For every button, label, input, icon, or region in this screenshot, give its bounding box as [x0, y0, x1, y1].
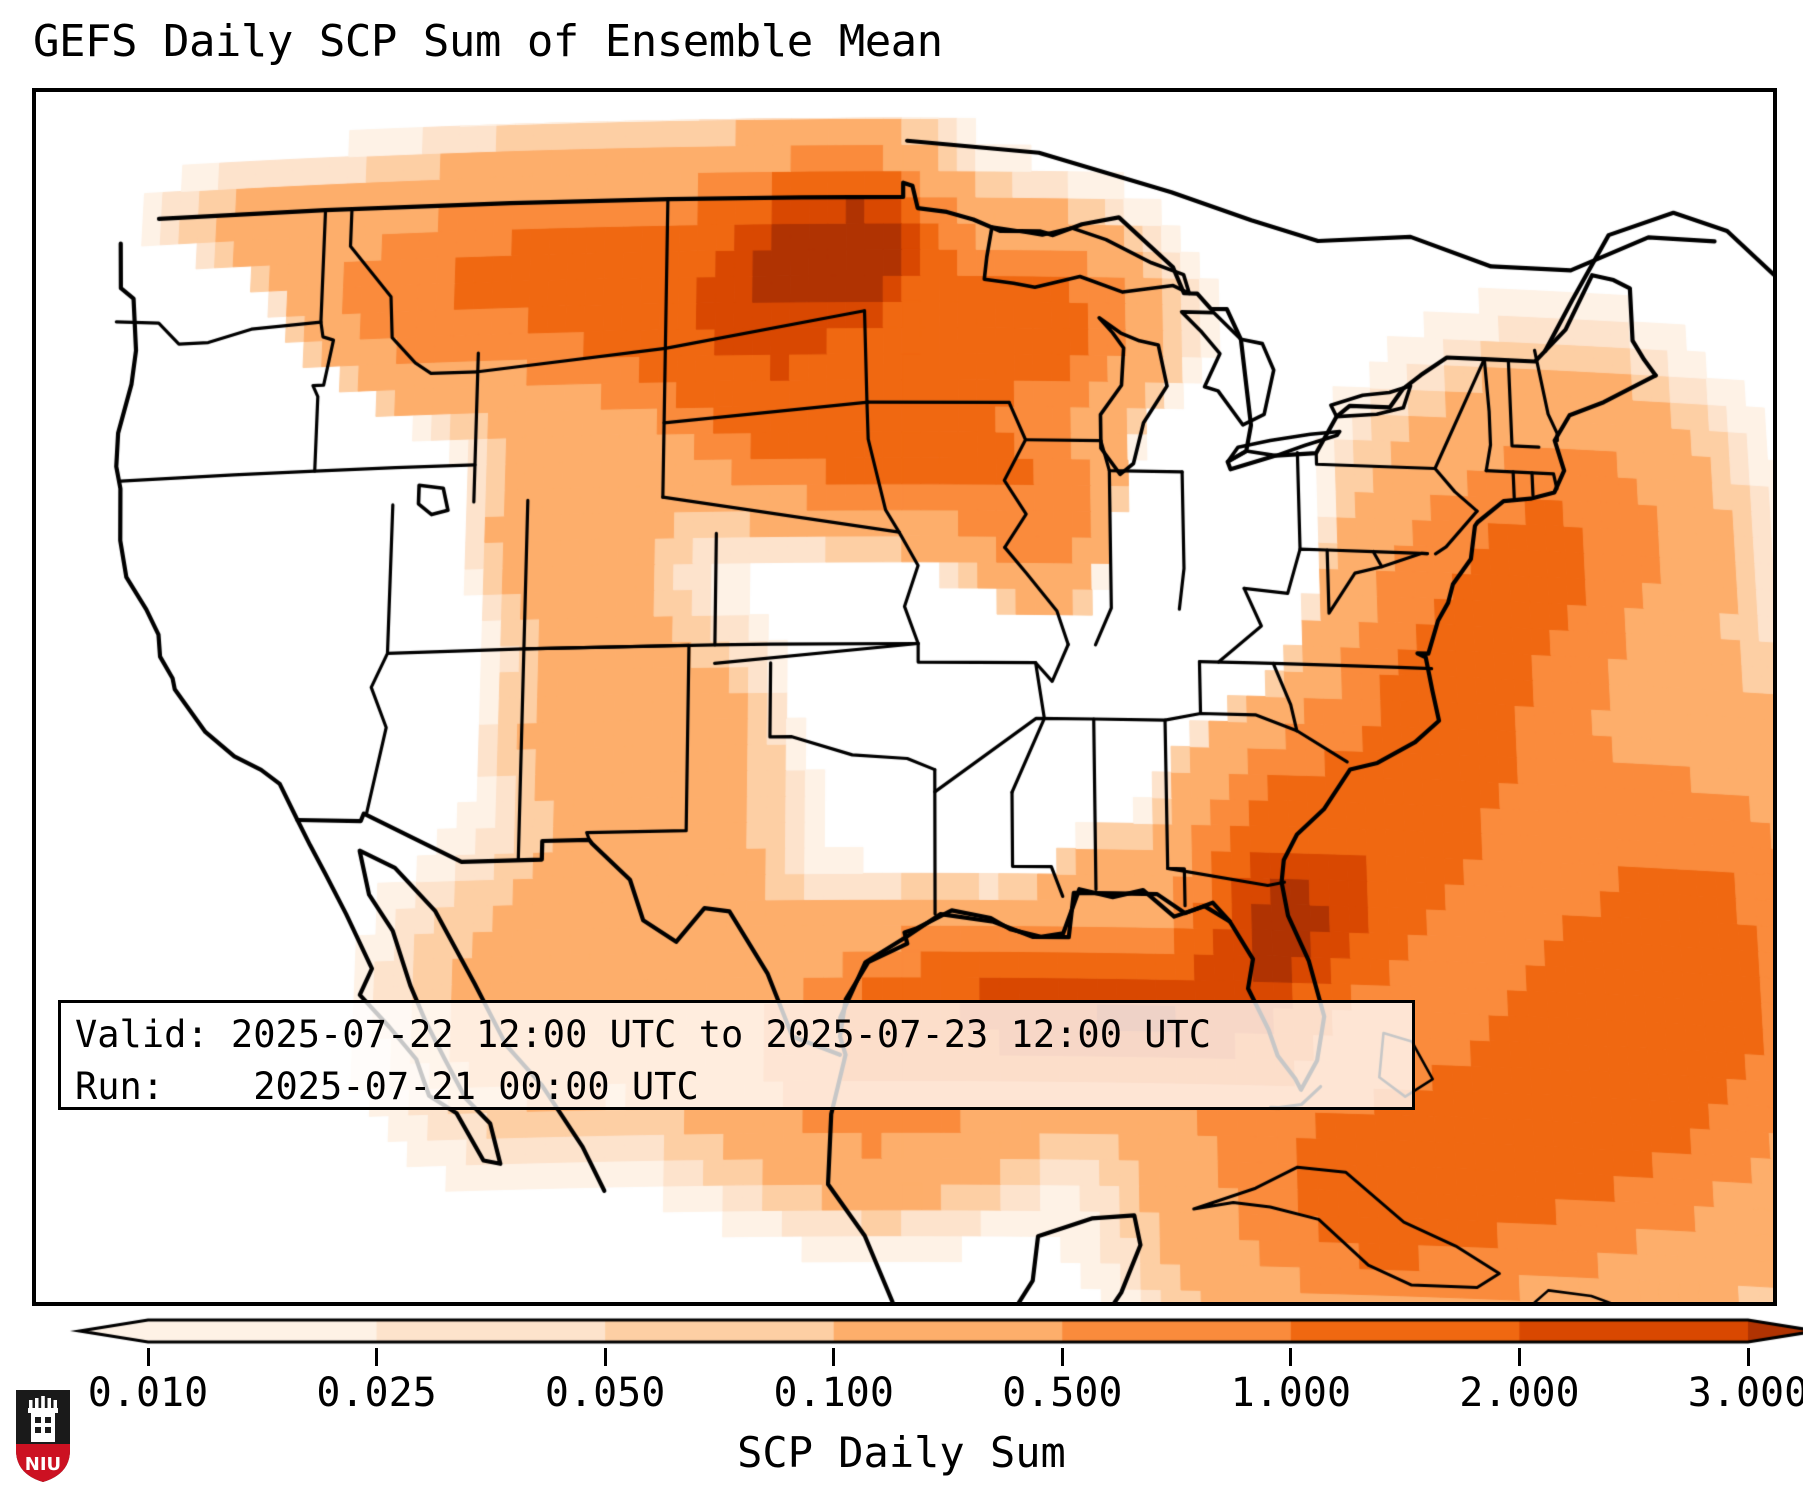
colorbar-tick-5 — [1289, 1348, 1293, 1366]
colorbar-tick-0 — [146, 1348, 150, 1366]
svg-text:NIU: NIU — [25, 1454, 61, 1475]
page-title: GEFS Daily SCP Sum of Ensemble Mean — [33, 16, 943, 67]
map-plot-frame — [32, 88, 1777, 1306]
run-time-line: Run: 2025-07-21 00:00 UTC — [75, 1065, 699, 1108]
niu-logo-icon: NIU — [16, 1390, 70, 1482]
colorbar-tick-label-5: 1.000 — [1230, 1370, 1352, 1416]
colorbar-tick-label-3: 0.100 — [773, 1370, 894, 1416]
colorbar-gradient — [0, 1314, 1803, 1354]
colorbar-tick-label-7: 3.000 — [1687, 1370, 1803, 1416]
colorbar-axis-label: SCP Daily Sum — [737, 1428, 1066, 1477]
colorbar-tick-label-4: 0.500 — [1002, 1370, 1123, 1416]
forecast-info-box: Valid: 2025-07-22 12:00 UTC to 2025-07-2… — [58, 1000, 1415, 1110]
colorbar-tick-4 — [1060, 1348, 1064, 1366]
colorbar-tick-label-6: 2.000 — [1459, 1370, 1580, 1416]
colorbar-tick-label-2: 0.050 — [544, 1370, 666, 1416]
colorbar-tick-label-1: 0.025 — [316, 1370, 437, 1416]
colorbar-tick-2 — [603, 1348, 607, 1366]
colorbar-tick-7 — [1746, 1348, 1750, 1366]
colorbar-tick-1 — [375, 1348, 379, 1366]
valid-time-line: Valid: 2025-07-22 12:00 UTC to 2025-07-2… — [75, 1013, 1212, 1056]
colorbar-tick-labels: 0.010 0.025 0.050 0.100 0.500 1.000 2.000 3.000 — [0, 1370, 1803, 1418]
colorbar — [0, 1314, 1803, 1354]
colorbar-tick-label-0: 0.010 — [87, 1370, 209, 1416]
colorbar-ticks — [0, 1348, 1803, 1366]
colorbar-tick-3 — [832, 1348, 836, 1366]
colorbar-tick-6 — [1517, 1348, 1521, 1366]
scp-heatmap-canvas — [36, 92, 1773, 1302]
